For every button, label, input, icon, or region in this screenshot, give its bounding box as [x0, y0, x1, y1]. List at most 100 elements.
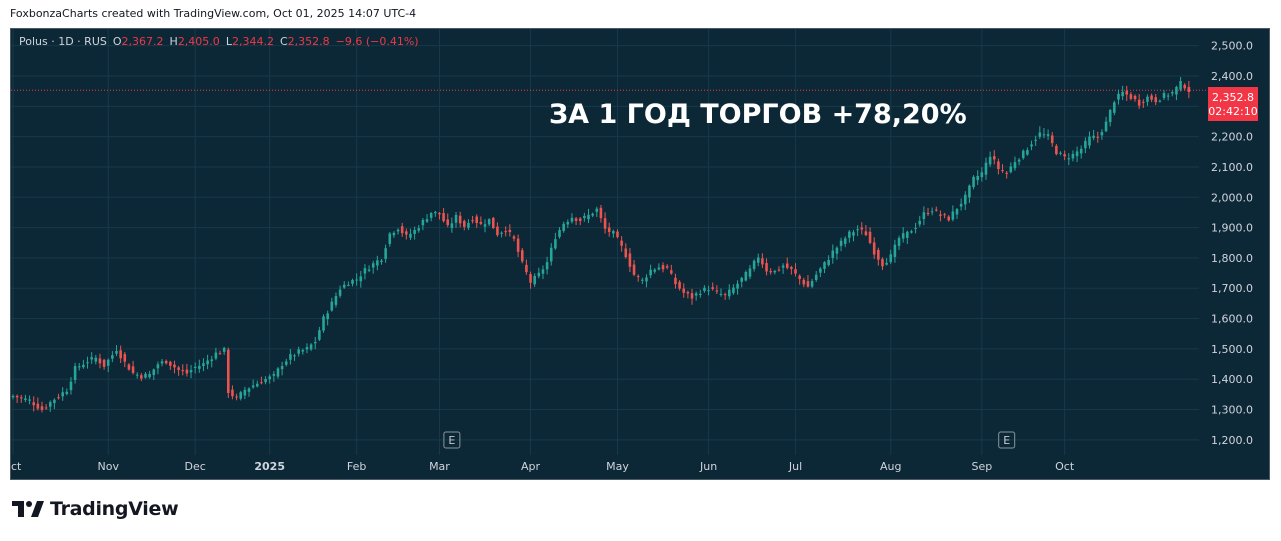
candle — [135, 372, 139, 379]
candle — [111, 351, 114, 363]
legend-open-label: O — [112, 35, 122, 48]
candle — [1146, 94, 1149, 106]
candle — [73, 362, 77, 384]
candle — [181, 364, 185, 376]
y-axis: 1,200.0 1,300.0 1,400.0 1,500.0 1,600.0 1,700… — [1211, 40, 1253, 447]
candle — [785, 257, 789, 270]
candle — [711, 282, 715, 291]
candle — [206, 354, 209, 370]
x-tick-label: Jul — [788, 460, 802, 473]
candle — [748, 264, 752, 280]
candle — [947, 215, 951, 222]
candle — [641, 277, 644, 285]
candle — [40, 401, 44, 413]
candle — [1158, 99, 1162, 103]
candle — [1104, 116, 1108, 133]
x-tick-label: Oct — [1055, 460, 1075, 473]
candle — [968, 184, 971, 204]
candle — [148, 370, 151, 379]
legend-low-label: L — [225, 35, 232, 48]
y-tick-label: 2,400.0 — [1211, 70, 1253, 83]
candle — [1171, 90, 1174, 97]
x-tick-label: Feb — [347, 460, 366, 473]
candle — [61, 387, 64, 401]
candle — [338, 285, 342, 298]
y-tick-label: 2,200.0 — [1211, 131, 1253, 144]
candle — [131, 360, 135, 375]
candle — [1187, 80, 1191, 99]
candle — [239, 390, 243, 401]
candle — [1162, 90, 1166, 100]
candle — [814, 270, 818, 282]
candle — [483, 219, 487, 233]
candle — [545, 256, 549, 275]
earnings-marker[interactable]: E — [443, 431, 461, 449]
candle — [1050, 132, 1054, 147]
legend-symbol: Polus · 1D · RUS — [19, 35, 107, 48]
candle — [334, 292, 338, 308]
candle — [848, 229, 851, 243]
x-tick-label: Mar — [429, 460, 450, 473]
candle — [616, 229, 619, 239]
candle — [889, 249, 893, 265]
candle — [558, 227, 561, 239]
candle — [405, 228, 408, 240]
x-tick-label: 2025 — [254, 460, 285, 473]
candle — [1009, 162, 1013, 174]
candle — [860, 222, 864, 235]
candle — [222, 346, 226, 355]
candle — [434, 210, 437, 217]
candle — [1034, 135, 1037, 146]
x-tick-label: Apr — [521, 460, 541, 473]
candle — [193, 362, 197, 374]
y-tick-label: 1,900.0 — [1211, 222, 1253, 235]
candle — [1026, 147, 1029, 156]
candle — [765, 258, 768, 276]
candle — [620, 236, 623, 252]
candle — [1179, 77, 1182, 92]
candle — [268, 374, 271, 384]
candlestick-chart[interactable]: 1,200.0 1,300.0 1,400.0 1,500.0 1,600.0 1,700… — [11, 29, 1269, 479]
candle — [1067, 153, 1071, 166]
candle — [806, 275, 810, 288]
candle — [512, 234, 516, 242]
candle — [636, 274, 640, 282]
candle — [276, 367, 280, 379]
candle — [293, 353, 296, 361]
chart-panel[interactable]: 1,200.0 1,300.0 1,400.0 1,500.0 1,600.0 1,700… — [10, 28, 1270, 480]
brand-logo[interactable]: TradingView — [12, 498, 179, 520]
candle — [235, 393, 238, 401]
earnings-marker-label: E — [1003, 434, 1010, 447]
x-tick-label: Aug — [880, 460, 901, 473]
candle — [520, 248, 524, 264]
candle — [802, 277, 806, 288]
candle — [218, 350, 222, 355]
candle — [463, 219, 466, 231]
y-tick-label: 1,800.0 — [1211, 252, 1253, 265]
candle — [1150, 93, 1153, 103]
candle — [1013, 156, 1017, 171]
candle — [686, 290, 690, 299]
candle — [951, 205, 955, 222]
y-tick-label: 1,700.0 — [1211, 282, 1253, 295]
candle — [574, 216, 578, 225]
candles — [11, 77, 1191, 413]
candle — [744, 270, 748, 282]
candle — [491, 216, 495, 229]
candle — [429, 212, 433, 222]
candle — [119, 345, 122, 364]
candle — [980, 167, 984, 182]
earnings-marker[interactable]: E — [998, 431, 1016, 449]
candle — [624, 243, 628, 259]
candle — [578, 217, 582, 226]
y-tick-label: 1,200.0 — [1211, 434, 1253, 447]
candle — [653, 268, 657, 274]
candle — [959, 198, 963, 211]
candle — [525, 259, 528, 275]
candle — [972, 175, 975, 190]
candle — [1133, 94, 1137, 102]
candle — [852, 229, 855, 242]
candle — [251, 379, 255, 389]
candle — [1071, 150, 1075, 162]
